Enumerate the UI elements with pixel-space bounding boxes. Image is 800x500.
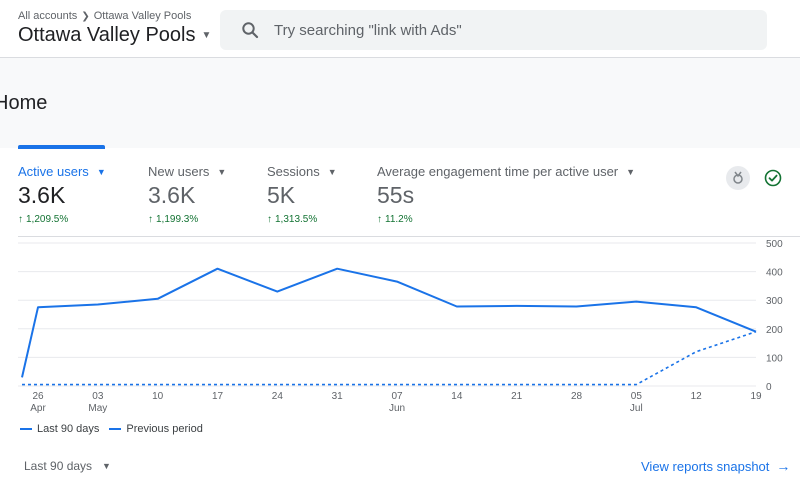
view-reports-snapshot-link[interactable]: View reports snapshot → xyxy=(641,458,790,474)
arrow-up-icon: ↑ xyxy=(267,214,272,225)
metric-engagement-time[interactable]: Average engagement time per active user ▼… xyxy=(377,164,635,225)
search-bar[interactable]: Try searching "link with Ads" xyxy=(220,10,767,50)
x-tick-month: May xyxy=(88,403,107,414)
metric-new-users[interactable]: New users ▼ 3.6K ↑ 1,199.3% xyxy=(148,164,226,225)
legend-solid-swatch xyxy=(20,428,32,430)
legend-item: Last 90 days xyxy=(20,423,99,435)
property-selector[interactable]: Ottawa Valley Pools ▼ xyxy=(18,24,211,47)
legend-label: Previous period xyxy=(126,423,203,435)
legend-item: Previous period xyxy=(109,423,203,435)
date-range-selector[interactable]: Last 90 days ▼ xyxy=(24,459,111,473)
x-tick-day: 31 xyxy=(332,391,344,402)
date-range-label: Last 90 days xyxy=(24,459,93,473)
x-tick-day: 14 xyxy=(451,391,463,402)
y-tick-label: 0 xyxy=(766,382,772,393)
metric-label: Average engagement time per active user xyxy=(377,164,619,179)
metric-value: 3.6K xyxy=(148,182,196,208)
search-icon xyxy=(240,20,260,40)
overview-card xyxy=(0,148,800,500)
metric-active-users[interactable]: Active users ▼ 3.6K ↑ 1,209.5% xyxy=(18,164,106,225)
metric-label: Sessions xyxy=(267,164,320,179)
caret-down-icon: ▼ xyxy=(201,30,212,41)
metric-value: 5K xyxy=(267,182,296,208)
x-tick-day: 10 xyxy=(152,391,164,402)
metric-value: 3.6K xyxy=(18,182,66,208)
property-name: Ottawa Valley Pools xyxy=(18,24,196,46)
x-tick-day: 03 xyxy=(92,391,104,402)
arrow-right-icon: → xyxy=(776,458,791,474)
legend-dashed-swatch xyxy=(109,428,122,430)
breadcrumb-account[interactable]: Ottawa Valley Pools xyxy=(93,10,192,22)
x-tick-day: 07 xyxy=(391,391,403,402)
search-placeholder: Try searching "link with Ads" xyxy=(274,21,462,39)
metric-change: 11.2% xyxy=(385,214,413,225)
metric-sessions[interactable]: Sessions ▼ 5K ↑ 1,313.5% xyxy=(267,164,337,225)
x-tick-month: Jul xyxy=(630,403,643,414)
x-tick-day: 21 xyxy=(511,391,523,402)
chevron-right-icon: ❯ xyxy=(81,10,90,22)
breadcrumb-root[interactable]: All accounts xyxy=(18,10,78,22)
x-tick-day: 19 xyxy=(750,391,762,402)
caret-down-icon: ▼ xyxy=(626,166,636,177)
top-bar: All accounts ❯ Ottawa Valley Pools Ottaw… xyxy=(0,0,800,58)
last-90-days-line xyxy=(21,267,757,378)
y-tick-label: 200 xyxy=(766,325,783,336)
arrow-up-icon: ↑ xyxy=(377,214,382,225)
page-title: Home xyxy=(0,92,48,114)
x-tick-month: Jun xyxy=(389,403,405,414)
selected-tab-indicator xyxy=(18,145,105,149)
metric-change: 1,209.5% xyxy=(26,214,69,225)
page-header: Home xyxy=(0,58,800,148)
x-tick-day: 26 xyxy=(32,391,44,402)
metric-label: New users xyxy=(148,164,210,179)
snapshot-link-label: View reports snapshot xyxy=(641,458,770,474)
legend-label: Last 90 days xyxy=(37,423,100,435)
x-tick-day: 17 xyxy=(212,391,224,402)
x-tick-day: 28 xyxy=(571,391,583,402)
caret-down-icon: ▼ xyxy=(217,166,227,177)
x-tick-day: 12 xyxy=(691,391,703,402)
y-tick-label: 500 xyxy=(766,239,783,250)
x-tick-day: 24 xyxy=(272,391,284,402)
x-tick-month: Apr xyxy=(30,403,46,414)
x-tick-day: 05 xyxy=(631,391,643,402)
chart-legend: Last 90 days Previous period xyxy=(20,423,213,435)
y-tick-label: 400 xyxy=(766,268,783,279)
caret-down-icon: ▼ xyxy=(102,461,111,471)
arrow-up-icon: ↑ xyxy=(148,214,153,225)
y-tick-label: 300 xyxy=(766,296,783,307)
breadcrumb[interactable]: All accounts ❯ Ottawa Valley Pools xyxy=(18,10,191,22)
caret-down-icon: ▼ xyxy=(327,166,337,177)
caret-down-icon: ▼ xyxy=(96,166,106,177)
divider xyxy=(18,236,800,237)
metric-label: Active users xyxy=(18,164,89,179)
check-circle-icon[interactable] xyxy=(761,166,785,190)
previous-period-line xyxy=(22,330,757,386)
metric-change: 1,313.5% xyxy=(275,214,318,225)
metric-change: 1,199.3% xyxy=(156,214,199,225)
metric-value: 55s xyxy=(377,182,415,208)
arrow-up-icon: ↑ xyxy=(18,214,23,225)
insights-badge-icon[interactable] xyxy=(726,166,750,190)
y-tick-label: 100 xyxy=(766,353,783,364)
